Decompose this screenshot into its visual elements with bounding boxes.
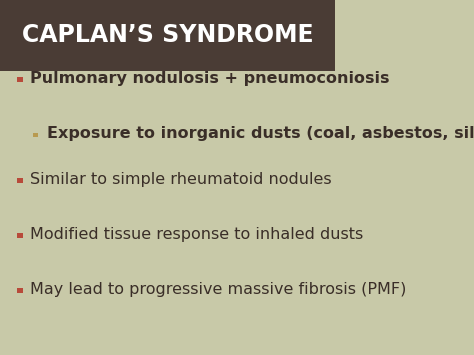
Text: Pulmonary nodulosis + pneumoconiosis: Pulmonary nodulosis + pneumoconiosis — [30, 71, 390, 86]
FancyBboxPatch shape — [0, 0, 335, 71]
Text: Similar to simple rheumatoid nodules: Similar to simple rheumatoid nodules — [30, 172, 332, 187]
Text: May lead to progressive massive fibrosis (PMF): May lead to progressive massive fibrosis… — [30, 282, 407, 297]
FancyBboxPatch shape — [0, 71, 335, 355]
Text: CAPLAN’S SYNDROME: CAPLAN’S SYNDROME — [22, 23, 313, 48]
Text: Exposure to inorganic dusts (coal, asbestos, silca): Exposure to inorganic dusts (coal, asbes… — [47, 126, 474, 141]
FancyBboxPatch shape — [17, 77, 23, 82]
FancyBboxPatch shape — [17, 233, 23, 238]
FancyBboxPatch shape — [34, 133, 38, 137]
FancyBboxPatch shape — [17, 288, 23, 293]
FancyBboxPatch shape — [17, 178, 23, 183]
Text: Modified tissue response to inhaled dusts: Modified tissue response to inhaled dust… — [30, 227, 364, 242]
